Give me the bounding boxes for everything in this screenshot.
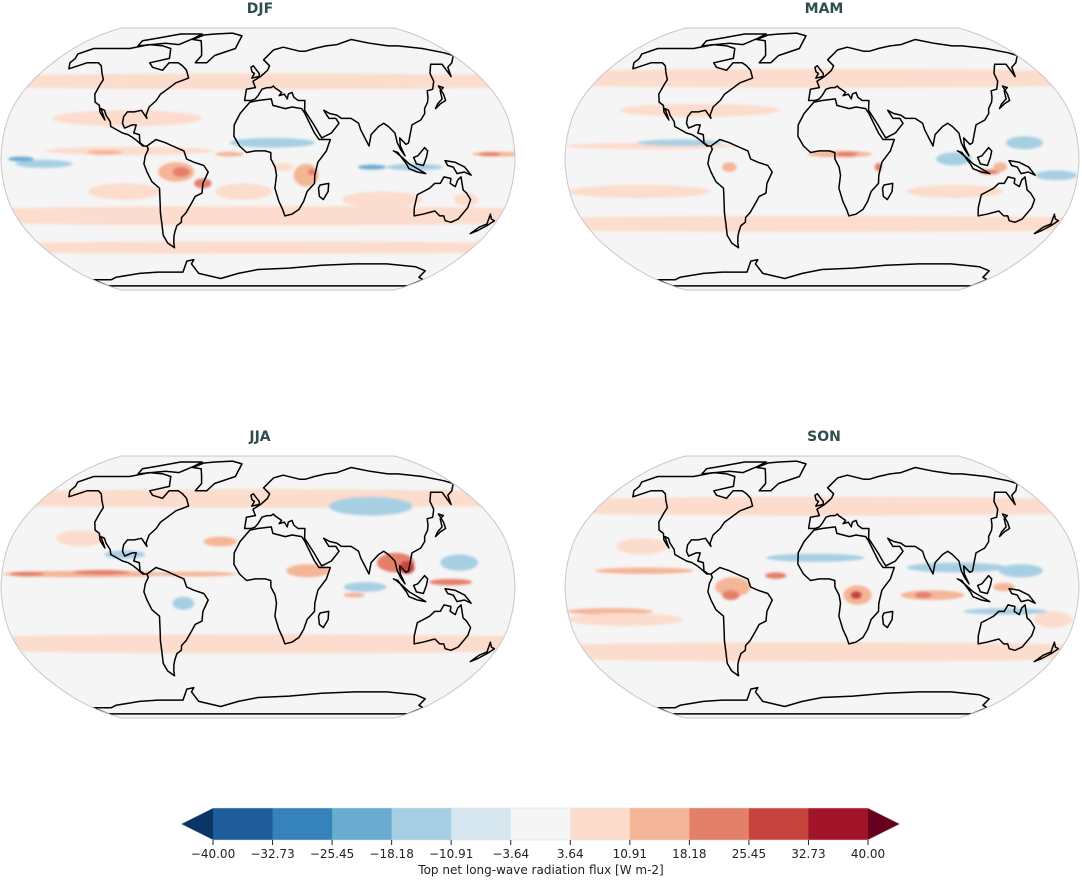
map-panel-son: SON (564, 429, 1082, 731)
map-panel-mam: MAM (564, 1, 1082, 303)
colorbar-tick-label: −3.64 (492, 847, 530, 861)
colorbar-tick-label: 3.64 (556, 847, 584, 861)
colorbar-tick-label: −25.45 (309, 847, 355, 861)
colorbar-tick-label: −10.91 (428, 847, 474, 861)
colorbar-tick-label: −40.00 (190, 847, 236, 861)
colorbar: −40.00 −32.73 −25.45 −18.18 −10.91 −3.64 3.64 1… (178, 804, 904, 879)
colorbar-tick-label: 18.18 (672, 847, 707, 861)
panel-title: DJF (246, 1, 274, 17)
panel-title: SON (807, 429, 841, 445)
colorbar-tick-label: −32.73 (250, 847, 295, 861)
colorbar-tick-label: 32.73 (791, 847, 826, 861)
map-jja (0, 455, 516, 719)
map-panel-djf: DJF (0, 1, 520, 303)
colorbar-scale (180, 807, 901, 845)
colorbar-tick-label: 40.00 (850, 847, 886, 861)
panel-title: MAM (804, 1, 844, 17)
panel-title: JJA (249, 429, 271, 445)
colorbar-label: Top net long-wave radiation flux [W m-2] (418, 863, 664, 877)
colorbar-tick-label: −18.18 (369, 847, 414, 861)
map-mam (564, 27, 1080, 291)
map-panel-jja: JJA (0, 429, 520, 731)
map-son (564, 455, 1080, 719)
colorbar-tick-label: 25.45 (731, 847, 767, 861)
map-djf (0, 27, 516, 291)
colorbar-tick-label: 10.91 (612, 847, 647, 861)
